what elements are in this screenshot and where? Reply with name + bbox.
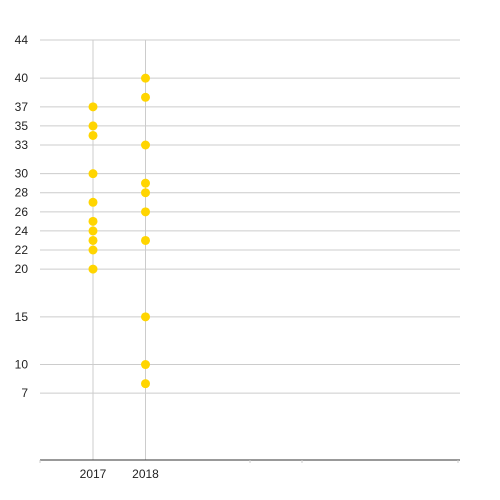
y-tick-label: 30 xyxy=(15,167,29,181)
x-axis xyxy=(39,459,460,463)
y-tick-label: 20 xyxy=(15,262,29,276)
y-tick-label: 28 xyxy=(15,186,29,200)
data-point xyxy=(141,140,150,150)
data-point xyxy=(141,379,150,389)
x-tick-label: 2018 xyxy=(132,467,159,481)
y-tick-label: 35 xyxy=(15,119,29,133)
gridlines xyxy=(40,39,460,394)
data-point xyxy=(88,121,98,131)
y-tick-labels: 7 10 15 20 22 24 26 28 30 33 35 37 40 44 xyxy=(15,33,29,400)
data-point xyxy=(88,245,98,255)
y-tick-label: 37 xyxy=(15,100,29,114)
data-point xyxy=(141,73,150,83)
y-tick-label: 10 xyxy=(15,358,29,372)
data-point xyxy=(141,235,150,245)
data-point xyxy=(88,130,98,140)
y-tick-label: 26 xyxy=(15,205,29,219)
data-point xyxy=(141,188,150,198)
y-tick-label: 22 xyxy=(15,243,29,257)
y-tick-label: 7 xyxy=(21,386,28,400)
y-tick-label: 44 xyxy=(15,33,29,47)
y-tick-label: 15 xyxy=(15,310,29,324)
data-point xyxy=(141,178,150,188)
data-point xyxy=(88,226,98,236)
data-point xyxy=(141,207,150,217)
data-point xyxy=(88,264,98,274)
data-point xyxy=(88,235,98,245)
data-point xyxy=(88,216,98,226)
data-point xyxy=(88,169,98,179)
data-point xyxy=(141,360,150,370)
x-tick-label: 2017 xyxy=(80,467,107,481)
data-point xyxy=(88,197,98,207)
x-tick-labels: 2017 2018 xyxy=(80,467,160,481)
data-point xyxy=(141,92,150,102)
y-tick-label: 24 xyxy=(15,224,29,238)
data-point xyxy=(141,312,150,322)
y-tick-label: 33 xyxy=(15,138,29,152)
data-point xyxy=(88,102,98,112)
data-points xyxy=(88,73,150,389)
y-tick-label: 40 xyxy=(15,71,29,85)
